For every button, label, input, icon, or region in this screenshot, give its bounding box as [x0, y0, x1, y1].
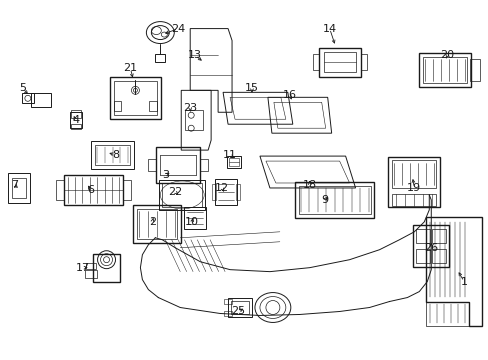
Bar — [94, 145, 130, 165]
Text: 6: 6 — [87, 185, 94, 195]
Bar — [298, 186, 370, 214]
Bar — [419, 54, 470, 87]
Bar — [162, 183, 202, 207]
Bar — [318, 48, 360, 77]
Bar — [360, 54, 366, 71]
Bar — [236, 184, 240, 200]
Text: 15: 15 — [244, 84, 259, 93]
Bar — [230, 301, 248, 315]
Text: 7: 7 — [11, 180, 19, 190]
Bar — [215, 179, 237, 205]
Bar — [148, 159, 156, 171]
Bar — [312, 54, 318, 71]
Text: 22: 22 — [168, 187, 182, 197]
Text: 20: 20 — [439, 50, 453, 60]
Text: 9: 9 — [321, 195, 327, 205]
Bar — [387, 157, 439, 207]
Bar — [412, 225, 448, 267]
Bar — [71, 110, 81, 118]
Text: 10: 10 — [185, 217, 199, 227]
Bar — [92, 254, 120, 282]
Text: 24: 24 — [171, 24, 185, 33]
Bar — [200, 159, 208, 171]
Bar — [84, 270, 96, 278]
Bar — [63, 175, 123, 205]
Bar — [469, 59, 479, 81]
Text: 5: 5 — [20, 84, 26, 93]
Bar — [184, 207, 206, 229]
Text: 16: 16 — [282, 90, 296, 100]
Bar — [415, 229, 429, 243]
Bar — [71, 124, 81, 129]
Bar — [392, 160, 435, 188]
Text: 23: 23 — [183, 103, 197, 113]
Bar — [109, 77, 161, 119]
Bar — [431, 249, 446, 263]
Bar — [133, 205, 181, 243]
Bar — [224, 311, 232, 316]
Text: 21: 21 — [123, 63, 137, 73]
Text: 13: 13 — [188, 50, 202, 60]
Bar — [8, 173, 30, 203]
Bar — [159, 180, 205, 210]
Bar — [113, 81, 157, 115]
Bar — [123, 180, 131, 200]
Text: 3: 3 — [162, 170, 168, 180]
Bar — [212, 184, 216, 200]
Text: 1: 1 — [460, 276, 467, 287]
Bar — [226, 156, 241, 168]
Bar — [228, 158, 239, 166]
Bar — [156, 147, 200, 183]
Text: 26: 26 — [424, 243, 437, 253]
Bar — [155, 54, 165, 62]
Bar — [224, 299, 232, 304]
Text: 14: 14 — [322, 24, 336, 33]
Text: 17: 17 — [76, 263, 89, 273]
Bar — [31, 93, 51, 107]
Bar — [69, 112, 81, 128]
Text: 18: 18 — [302, 180, 316, 190]
Text: 2: 2 — [148, 217, 156, 227]
Bar — [423, 58, 466, 84]
Bar — [12, 178, 26, 198]
Text: 12: 12 — [215, 183, 229, 193]
Bar — [90, 141, 134, 169]
Bar — [137, 209, 177, 239]
Text: 11: 11 — [223, 150, 237, 160]
Bar — [85, 263, 95, 269]
Text: 8: 8 — [112, 150, 119, 160]
Bar — [227, 298, 251, 318]
Text: 19: 19 — [407, 183, 421, 193]
Bar — [149, 101, 157, 111]
Bar — [113, 101, 121, 111]
Bar — [323, 53, 355, 72]
Bar — [431, 229, 446, 243]
Bar — [56, 180, 63, 200]
Text: 4: 4 — [72, 115, 79, 125]
Text: 25: 25 — [230, 306, 244, 316]
Bar — [392, 194, 435, 206]
Bar — [294, 182, 374, 218]
Bar — [415, 249, 429, 263]
Bar — [185, 110, 203, 130]
Bar — [22, 93, 34, 103]
